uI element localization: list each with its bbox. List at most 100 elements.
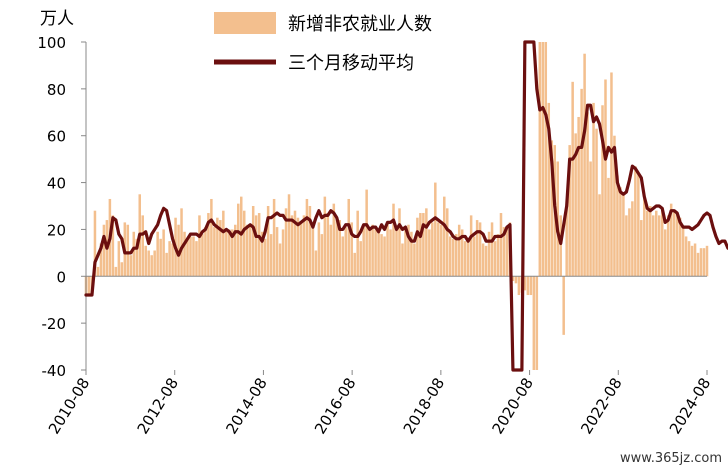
bar	[460, 229, 464, 277]
bar	[275, 227, 279, 277]
bar	[523, 276, 527, 291]
bar	[610, 72, 613, 277]
y-tick-label: 100	[37, 34, 66, 52]
legend-bar-swatch	[214, 12, 276, 34]
bar	[159, 238, 162, 277]
bar	[389, 229, 392, 277]
bar	[478, 222, 482, 277]
bar	[93, 210, 97, 277]
bar	[583, 53, 586, 277]
y-tick-label: 80	[47, 81, 66, 99]
bar	[693, 243, 697, 277]
bar	[431, 222, 434, 277]
bar	[141, 215, 144, 277]
bar	[425, 208, 428, 277]
bar	[544, 42, 548, 277]
legend-bar-label: 新增非农就业人数	[288, 14, 432, 35]
bar	[147, 250, 150, 277]
bar	[251, 206, 255, 277]
x-tick-label: 2022-08	[577, 375, 625, 438]
bar	[517, 276, 521, 296]
bar	[457, 224, 461, 277]
bar	[472, 236, 476, 277]
bar	[637, 173, 640, 277]
bar	[535, 276, 539, 370]
bar	[347, 198, 350, 277]
bar	[631, 201, 634, 277]
bar	[365, 189, 368, 277]
bar	[171, 243, 174, 277]
bar	[156, 231, 159, 277]
bar	[392, 203, 395, 277]
bar	[314, 250, 318, 277]
bar	[344, 227, 347, 277]
y-tick-label: 40	[47, 175, 66, 193]
x-tick-label: 2024-08	[666, 375, 714, 438]
bar	[604, 79, 607, 277]
legend-line-label: 三个月移动平均	[288, 53, 414, 74]
bar	[204, 227, 207, 277]
bar	[120, 262, 124, 277]
bar	[454, 234, 458, 277]
axes	[85, 42, 707, 370]
bar	[353, 252, 356, 277]
bar	[341, 236, 345, 277]
bar	[356, 210, 359, 277]
bar	[649, 206, 652, 277]
bar	[135, 238, 139, 277]
line-path	[84, 40, 728, 372]
y-axis-ticks: 100 80 60 40 20 0 -20 -40	[37, 34, 86, 380]
bar	[669, 203, 673, 277]
bar	[678, 217, 682, 277]
bar	[278, 243, 282, 277]
x-tick-label: 2016-08	[311, 375, 359, 438]
bar	[371, 224, 374, 277]
bar	[616, 175, 619, 277]
bar	[272, 198, 276, 277]
bar	[451, 238, 455, 277]
bar	[263, 238, 267, 277]
bar	[99, 243, 103, 277]
bar	[177, 224, 180, 277]
bar	[305, 198, 309, 277]
bar	[601, 105, 604, 277]
bar	[266, 206, 270, 277]
y-axis-unit-label: 万人	[40, 9, 74, 29]
bar	[619, 187, 622, 277]
bar	[281, 229, 285, 277]
bar	[434, 182, 437, 277]
bar	[117, 241, 121, 277]
bar	[368, 229, 371, 277]
bar	[386, 222, 389, 277]
bar	[690, 245, 694, 277]
bar	[640, 220, 643, 277]
bar	[443, 196, 446, 277]
bar	[290, 215, 294, 277]
bar	[350, 222, 353, 277]
bar	[380, 234, 383, 277]
bar	[198, 215, 201, 277]
bar	[660, 208, 664, 277]
y-tick-label: -20	[42, 315, 67, 333]
line-series-3m-avg	[84, 40, 728, 372]
bar	[240, 196, 243, 277]
bar	[496, 234, 500, 277]
bar	[260, 231, 264, 277]
bar	[216, 217, 219, 277]
bar	[613, 135, 616, 277]
bar	[335, 217, 339, 277]
bar	[404, 229, 407, 277]
bar	[580, 88, 583, 277]
bar	[102, 224, 106, 277]
bar	[469, 215, 473, 277]
bar	[111, 215, 115, 277]
bar	[419, 213, 422, 277]
bar	[514, 276, 518, 284]
bar	[192, 236, 195, 277]
bar	[377, 231, 380, 277]
bar	[180, 208, 183, 277]
bar	[165, 252, 168, 277]
bar	[359, 241, 362, 277]
bar	[559, 215, 562, 277]
